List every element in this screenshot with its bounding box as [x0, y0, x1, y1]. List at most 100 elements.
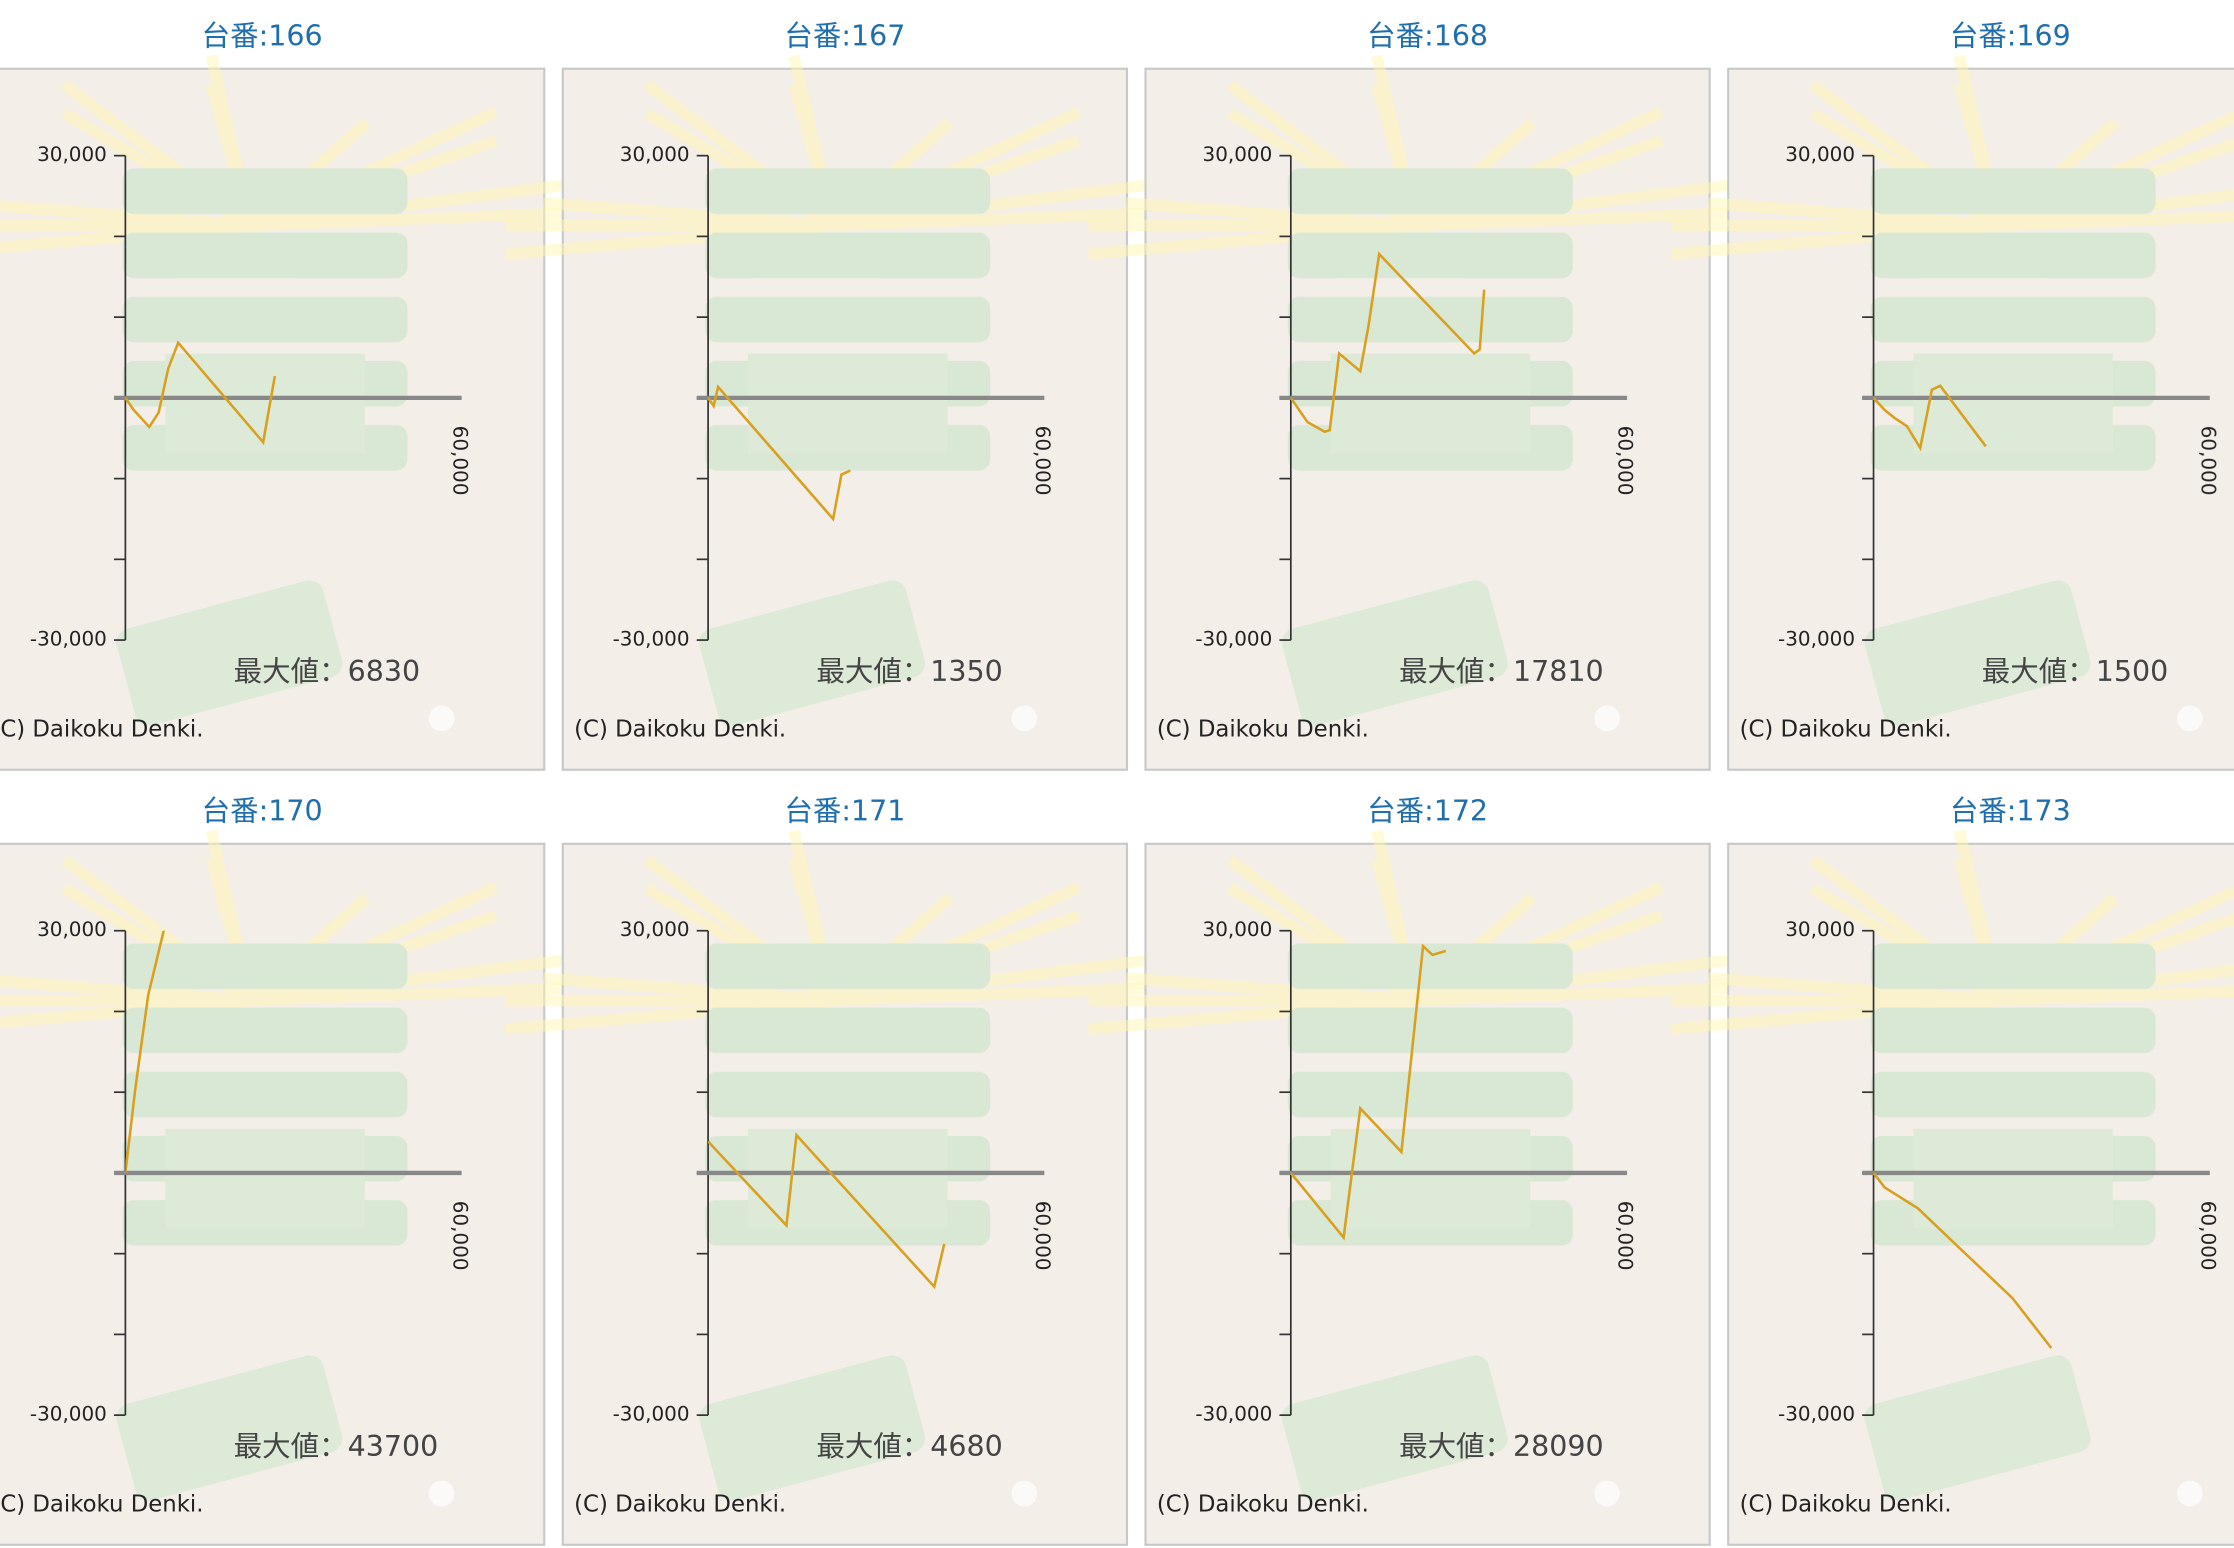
- y-tick-label: -30,000: [1195, 627, 1272, 651]
- y-tick-label: 30,000: [620, 917, 690, 941]
- copyright: (C) Daikoku Denki.: [1740, 716, 1952, 742]
- ray: [0, 994, 252, 1029]
- data-line: [708, 384, 851, 522]
- ray: [1670, 994, 2000, 1035]
- copyright: (C) Daikoku Denki.: [0, 1491, 203, 1517]
- data-line: [1873, 384, 1987, 452]
- tray: [1287, 168, 1573, 215]
- chart-title: 台番:166: [202, 19, 323, 52]
- copyright: (C) Daikoku Denki.: [1740, 1491, 1952, 1517]
- x-tick-label: 60,000: [1614, 1201, 1638, 1271]
- x-tick-label: 60,000: [1031, 1201, 1055, 1271]
- y-tick-label: -30,000: [1195, 1402, 1272, 1426]
- ray: [505, 994, 834, 1035]
- ray: [1998, 964, 2234, 1007]
- tray: [1287, 232, 1573, 279]
- ray: [1708, 197, 2000, 232]
- tray: [1870, 296, 2156, 343]
- tray-base: [1330, 1128, 1531, 1229]
- background-art: [1670, 54, 2234, 726]
- ray: [832, 953, 1153, 1007]
- x-tick-label: 60,000: [448, 1201, 472, 1271]
- copyright: (C) Daikoku Denki.: [574, 1491, 786, 1517]
- background-art: [1670, 829, 2234, 1501]
- copyright: (C) Daikoku Denki.: [574, 716, 786, 742]
- tray: [1870, 232, 2156, 279]
- data-line: [125, 930, 166, 1174]
- ray: [1415, 953, 1736, 1007]
- ray: [0, 975, 252, 1007]
- ray: [542, 197, 834, 232]
- background-art: [0, 54, 570, 726]
- background-art: [505, 54, 1153, 726]
- background-art: [0, 829, 570, 1501]
- tray: [122, 1071, 408, 1118]
- tray-bottom: [116, 580, 343, 726]
- chart-panel: 台番:171 30,000 -30,000 60,000 最大値：4680 (C) Dai…: [505, 794, 1153, 1546]
- background-art: [505, 829, 1153, 1501]
- ray: [1125, 197, 1417, 232]
- ray: [0, 219, 252, 253]
- max-annotation: 最大値：6830: [234, 655, 420, 688]
- x-tick-label: 60,000: [2196, 1201, 2220, 1271]
- tray-bottom: [699, 1355, 926, 1501]
- chart-title: 台番:168: [1367, 19, 1488, 52]
- data-line: [708, 1132, 946, 1290]
- chart-title: 台番:167: [784, 19, 905, 52]
- y-tick-label: 30,000: [37, 142, 107, 166]
- logo: [1011, 1480, 1038, 1507]
- tray: [1870, 168, 2156, 215]
- tray-bottom: [1281, 580, 1508, 726]
- chart-panel: 台番:170 30,000 -30,000 60,000 最大値：43700 (C) Da…: [0, 794, 570, 1546]
- tray-bottom: [1281, 1355, 1508, 1501]
- tray-bottom: [116, 1355, 343, 1501]
- tray: [705, 1007, 991, 1054]
- y-tick-label: 30,000: [37, 917, 107, 941]
- y-tick-label: -30,000: [30, 1402, 107, 1426]
- tray: [1287, 296, 1573, 343]
- x-tick-label: 60,000: [448, 426, 472, 496]
- background-art: [1088, 829, 1736, 1501]
- logo: [1594, 705, 1620, 732]
- logo: [428, 1480, 455, 1507]
- y-tick-label: -30,000: [613, 1402, 690, 1426]
- chart-panel: 台番:172 30,000 -30,000 60,000 最大値：28090 (C) Da…: [1088, 794, 1736, 1546]
- tray-base: [747, 1128, 948, 1229]
- ray: [542, 972, 834, 1007]
- copyright: (C) Daikoku Denki.: [1157, 1491, 1369, 1517]
- y-tick-label: -30,000: [613, 627, 690, 651]
- chart-title: 台番:169: [1950, 19, 2071, 52]
- tray: [1870, 943, 2156, 990]
- data-line: [1873, 1172, 2053, 1349]
- max-annotation: 最大値：1500: [1982, 655, 2168, 688]
- ray: [1670, 219, 2000, 260]
- tray: [705, 943, 991, 990]
- y-tick-label: 30,000: [1785, 142, 1855, 166]
- max-annotation: 最大値：43700: [234, 1430, 439, 1463]
- background-art: [1088, 54, 1736, 726]
- tray: [1870, 1007, 2156, 1054]
- chart-panel: 台番:167 30,000 -30,000 60,000 最大値：1350 (C) Dai…: [505, 19, 1153, 771]
- x-tick-label: 60,000: [1031, 426, 1055, 496]
- data-line: [125, 340, 277, 446]
- ray: [832, 178, 1153, 232]
- logo: [2177, 705, 2203, 732]
- data-line: [1290, 251, 1486, 434]
- copyright: (C) Daikoku Denki.: [1157, 716, 1369, 742]
- max-annotation: 最大値：1350: [816, 655, 1002, 688]
- chart-title: 台番:170: [202, 794, 323, 827]
- copyright: (C) Daikoku Denki.: [0, 716, 203, 742]
- logo: [1011, 705, 1038, 732]
- ray: [250, 953, 570, 1007]
- logo: [1594, 1480, 1620, 1507]
- chart-title: 台番:172: [1367, 794, 1488, 827]
- ray: [505, 219, 834, 260]
- data-line: [1290, 943, 1447, 1241]
- tray-base: [1913, 1128, 2113, 1229]
- y-tick-label: 30,000: [1203, 142, 1273, 166]
- y-tick-label: -30,000: [1778, 627, 1855, 651]
- max-annotation: 最大値：28090: [1399, 1430, 1604, 1463]
- ray: [1998, 189, 2234, 232]
